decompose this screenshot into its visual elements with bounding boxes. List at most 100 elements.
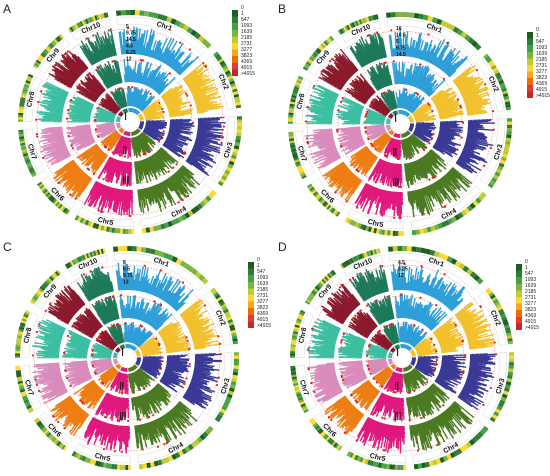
significant-snp: [330, 57, 334, 61]
density-cell: [506, 131, 512, 135]
legend-tick: 1639: [241, 29, 253, 35]
snp-bar: [446, 172, 458, 184]
density-cell: [366, 16, 370, 22]
density-cell: [444, 22, 451, 29]
snp-bar: [384, 137, 393, 151]
snp-bar: [151, 40, 160, 59]
density-cell: [289, 105, 295, 109]
significant-snp: [105, 94, 108, 98]
density-cell: [503, 147, 510, 152]
snp-bar: [438, 50, 453, 70]
significant-snp: [409, 156, 413, 159]
density-cell: [42, 50, 48, 55]
track-numeral: Ⅰ: [394, 113, 397, 125]
snp-bar: [448, 170, 459, 180]
density-cell: [21, 92, 27, 97]
snp-bar: [116, 135, 123, 146]
snp-bar: [412, 190, 416, 201]
density-cell: [103, 12, 107, 18]
density-cell: [45, 192, 51, 197]
snp-bar: [169, 114, 185, 118]
snp-bar: [136, 28, 141, 55]
density-cell: [463, 207, 470, 214]
density-cell: [227, 75, 233, 80]
density-cell: [78, 21, 83, 28]
snp-bar: [408, 191, 413, 206]
density-cell: [362, 224, 367, 231]
density-cell: [464, 34, 471, 42]
significant-snp: [336, 128, 339, 132]
significant-snp: [382, 92, 385, 95]
significant-snp: [129, 214, 132, 218]
density-cell: [320, 199, 326, 205]
density-cell: [19, 103, 25, 107]
significant-snp: [222, 125, 225, 128]
spoke-line: [406, 128, 475, 185]
snp-bar: [89, 180, 98, 194]
significant-snp: [306, 137, 309, 140]
density-cell: [315, 194, 321, 199]
density-cell: [72, 24, 78, 30]
legend-tick: 3823: [241, 53, 253, 59]
snp-bar: [142, 30, 149, 56]
density-cell: [292, 152, 298, 157]
snp-bar: [422, 51, 428, 61]
snp-bar: [152, 185, 162, 208]
snp-bar: [169, 51, 182, 68]
density-cell: [503, 95, 510, 100]
snp-bar: [162, 144, 181, 158]
density-cell: [61, 206, 66, 212]
snp-bar: [348, 126, 361, 129]
density-cell: [18, 117, 24, 120]
significant-snp: [40, 90, 43, 93]
snp-bar: [135, 39, 139, 55]
snp-bar: [143, 48, 146, 56]
snp-bar: [145, 116, 165, 121]
snp-bar: [122, 88, 128, 107]
snp-bar: [389, 74, 393, 85]
snp-bar: [159, 37, 173, 62]
snp-bar: [436, 180, 451, 204]
density-cell: [326, 38, 332, 44]
density-cell: [99, 13, 104, 19]
density-cell: [234, 142, 241, 147]
density-cell: [353, 21, 358, 27]
spoke-line: [400, 131, 404, 220]
snp-bar: [145, 34, 153, 57]
significant-snp: [93, 118, 97, 121]
density-cell: [225, 166, 232, 172]
density-cell: [65, 209, 71, 215]
snp-bar: [403, 163, 408, 182]
snp-bar: [131, 137, 134, 150]
snp-bar: [350, 145, 368, 158]
density-cell: [85, 18, 89, 24]
significant-snp: [105, 179, 108, 182]
density-cell: [422, 14, 429, 21]
significant-snp: [427, 33, 430, 36]
threshold-line: [67, 59, 193, 185]
density-cell: [356, 19, 361, 26]
density-legend: 0 1 547 1093 1639 2185 2731 3277 3823 4369 4915 >49…: [232, 6, 268, 84]
significant-snp: [96, 107, 99, 110]
significant-snp: [383, 154, 387, 157]
density-cell: [32, 64, 39, 69]
chromosome-band: [38, 38, 70, 74]
snp-bar: [402, 33, 405, 57]
snp-bar: [446, 60, 460, 75]
threshold-line: [306, 30, 494, 218]
density-cell: [300, 172, 306, 178]
significant-snp: [147, 150, 150, 153]
snp-bar: [448, 70, 457, 78]
snp-bar: [440, 177, 457, 198]
snp-bar: [413, 41, 418, 58]
density-cell: [390, 12, 396, 18]
density-cell: [505, 137, 512, 142]
snp-bar: [443, 174, 458, 190]
density-cell: [497, 165, 504, 171]
snp-bar: [412, 132, 426, 142]
density-cell: [296, 79, 302, 84]
snp-bar: [131, 30, 134, 55]
density-cell: [18, 136, 25, 140]
density-cell: [148, 11, 155, 18]
density-cell: [170, 18, 177, 25]
